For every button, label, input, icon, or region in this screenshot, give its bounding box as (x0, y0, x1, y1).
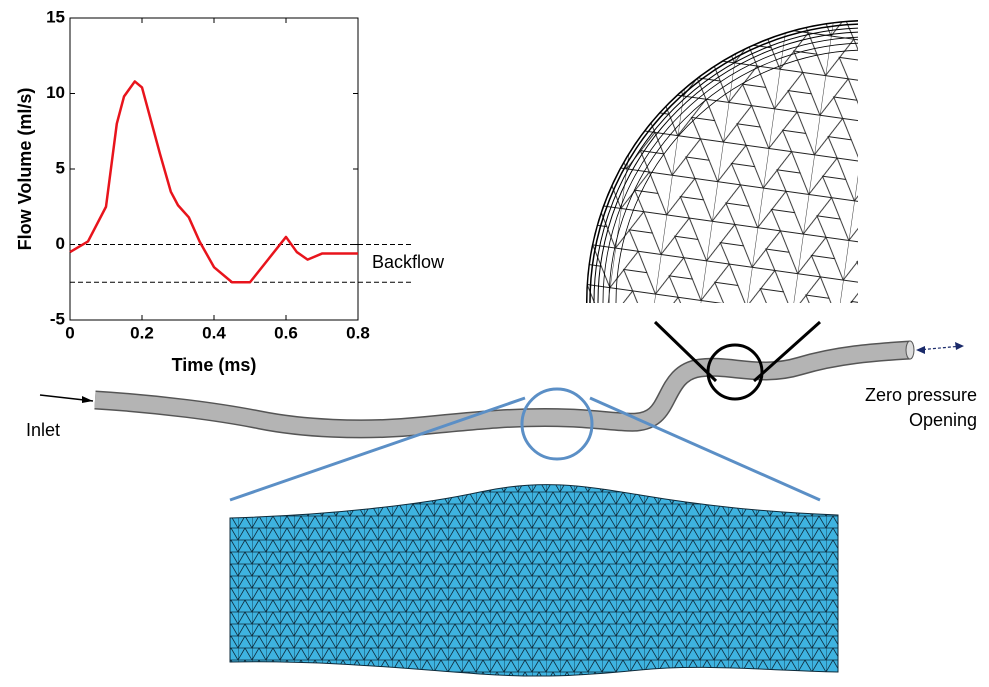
inlet-arrowhead (82, 396, 93, 403)
y-tick-label: 5 (56, 158, 65, 177)
zoom-line (590, 398, 820, 500)
x-tick-label: 0.4 (202, 323, 226, 342)
surface-mesh (230, 485, 838, 677)
x-axis-label: Time (ms) (172, 355, 257, 375)
x-tick-label: 0 (65, 323, 74, 342)
x-tick-label: 0.6 (274, 323, 298, 342)
y-tick-label: 15 (46, 7, 65, 26)
y-tick-label: 10 (46, 83, 65, 102)
x-tick-label: 0.2 (130, 323, 154, 342)
plot-frame (70, 18, 358, 320)
outlet-label: Zero pressure (865, 385, 977, 405)
vessel-outlet (906, 341, 914, 359)
y-tick-label: -5 (50, 309, 65, 328)
flow-line (70, 81, 358, 282)
outlet-label: Opening (909, 410, 977, 430)
x-tick-label: 0.8 (346, 323, 370, 342)
y-tick-label: 0 (56, 234, 65, 253)
figure: Inlet Zero pressure Opening Time (ms) Fl… (0, 0, 989, 687)
inlet-label: Inlet (26, 420, 60, 440)
y-axis-label: Flow Volume (ml/s) (15, 88, 35, 251)
annotation: Backflow (372, 252, 445, 272)
